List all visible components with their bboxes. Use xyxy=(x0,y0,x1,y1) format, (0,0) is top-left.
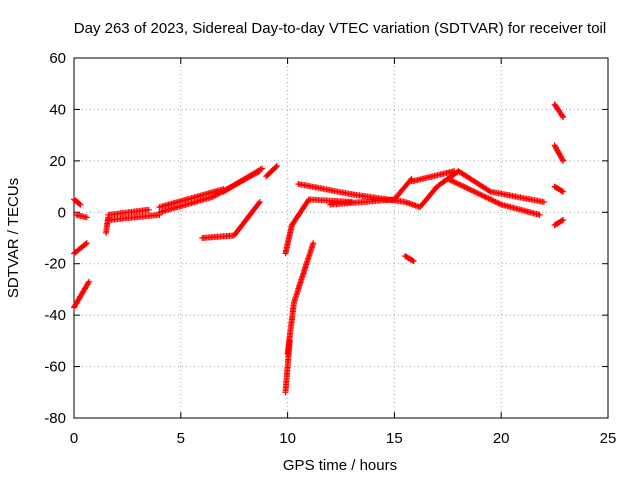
grid xyxy=(74,58,608,418)
y-axis: -80 -60 -40 -20 0 20 40 60 xyxy=(44,50,608,427)
y-tick-label: 60 xyxy=(49,50,66,67)
y-tick-label: -80 xyxy=(44,410,66,427)
x-tick-label: 25 xyxy=(600,430,617,447)
y-tick-label: 20 xyxy=(49,153,66,170)
y-tick-label: 40 xyxy=(49,101,66,118)
x-tick-label: 20 xyxy=(493,430,510,447)
data-points xyxy=(71,101,567,396)
x-tick-label: 10 xyxy=(279,430,296,447)
x-tick-label: 0 xyxy=(70,430,78,447)
sdtvar-markers xyxy=(71,101,567,396)
y-tick-label: -20 xyxy=(44,256,66,273)
y-tick-label: 0 xyxy=(58,204,66,221)
chart-title: Day 263 of 2023, Sidereal Day-to-day VTE… xyxy=(74,20,606,37)
x-axis: 0 5 10 15 20 25 xyxy=(70,58,617,447)
x-tick-label: 15 xyxy=(386,430,403,447)
y-tick-label: -40 xyxy=(44,307,66,324)
plot-border xyxy=(73,57,609,419)
y-tick-label: -60 xyxy=(44,359,66,376)
x-axis-label: GPS time / hours xyxy=(283,457,397,474)
y-axis-label: SDTVAR / TECUs xyxy=(5,178,22,298)
x-tick-label: 5 xyxy=(177,430,185,447)
plot-frame xyxy=(73,57,609,419)
